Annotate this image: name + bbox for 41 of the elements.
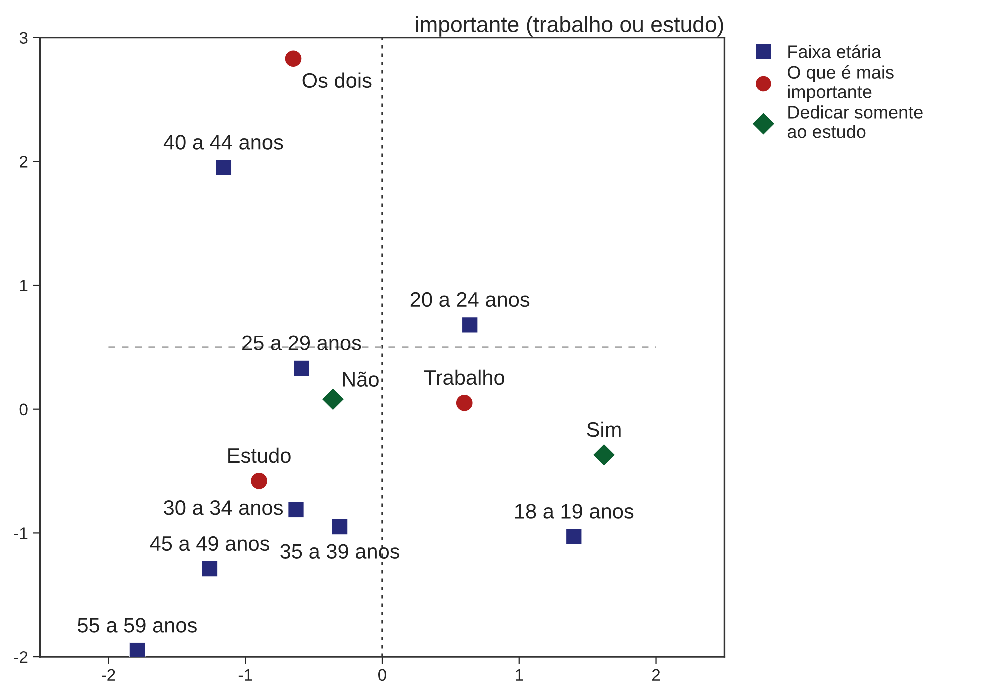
annotation: Sim xyxy=(587,422,621,438)
x-tick-label: 0 xyxy=(378,669,386,682)
annotation: 55 a 59 anos xyxy=(78,618,197,633)
point xyxy=(250,472,268,490)
legend-label: Dedicar somente ao estudo xyxy=(788,106,923,138)
x-tick-label: 1 xyxy=(516,669,524,681)
annotation: 45 a 49 anos xyxy=(150,536,270,552)
y-tick-label: 2 xyxy=(20,156,28,168)
point xyxy=(284,50,302,68)
y-tick-label: 1 xyxy=(20,280,28,292)
annotation: 40 a 44 anos xyxy=(164,135,284,150)
point xyxy=(293,360,310,377)
point xyxy=(129,642,146,658)
point xyxy=(462,316,478,334)
annotation: 25 a 29 anos xyxy=(242,336,362,350)
point xyxy=(215,160,232,176)
annotation: Estudo xyxy=(228,448,291,464)
annotation: Trabalho xyxy=(424,370,504,386)
point xyxy=(566,528,582,546)
annotation: 35 a 39 anos xyxy=(280,544,400,559)
x-tick-label: -2 xyxy=(102,669,116,681)
chart-title: importante (trabalho ou estudo) xyxy=(416,16,724,37)
x-tick-label: 2 xyxy=(652,669,660,681)
annotation: 20 a 24 anos xyxy=(410,292,530,308)
point xyxy=(202,560,218,578)
point xyxy=(456,394,474,412)
point xyxy=(592,444,616,467)
y-tick-label: -1 xyxy=(14,528,28,540)
annotation: 18 a 19 anos xyxy=(515,504,634,519)
point xyxy=(332,518,348,536)
point xyxy=(322,388,345,411)
annotation: 30 a 34 anos xyxy=(164,500,284,516)
y-tick-label: 0 xyxy=(20,404,28,416)
point xyxy=(288,501,305,518)
y-tick-label: 3 xyxy=(20,32,28,44)
legend-label: O que é mais importante xyxy=(788,66,894,102)
y-tick-label: -2 xyxy=(14,651,28,664)
legend-label: Faixa etária xyxy=(788,44,882,58)
annotation: Não xyxy=(343,372,379,387)
x-tick-label: -1 xyxy=(238,669,252,681)
annotation: Os dois xyxy=(302,72,372,88)
